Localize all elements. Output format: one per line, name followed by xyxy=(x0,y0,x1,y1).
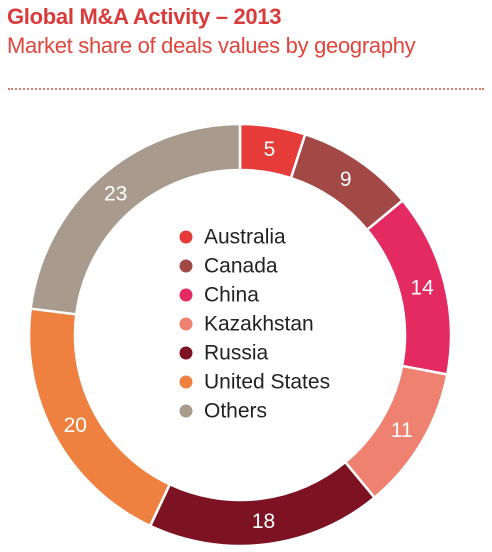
legend-marker-united-states xyxy=(179,375,193,389)
legend-marker-others xyxy=(179,404,193,418)
legend-label-russia: Russia xyxy=(204,342,269,365)
legend-marker-canada xyxy=(179,259,193,273)
title-divider xyxy=(8,88,484,90)
legend-label-canada: Canada xyxy=(204,255,278,278)
legend-label-kazakhstan: Kazakhstan xyxy=(204,313,314,336)
slice-label-china: 14 xyxy=(410,277,434,300)
slice-label-others: 23 xyxy=(104,182,127,205)
slice-china xyxy=(365,198,453,376)
slice-label-australia: 5 xyxy=(264,138,276,161)
donut-slices xyxy=(27,122,453,548)
legend-label-united-states: United States xyxy=(204,371,330,394)
slice-united-states xyxy=(27,307,172,528)
legend-marker-russia xyxy=(179,346,193,360)
legend-marker-kazakhstan xyxy=(179,317,193,331)
slice-russia xyxy=(148,460,377,548)
slice-label-russia: 18 xyxy=(252,510,275,533)
slice-label-canada: 9 xyxy=(340,168,352,191)
legend-marker-australia xyxy=(179,230,193,244)
slice-others xyxy=(29,122,242,316)
slice-label-kazakhstan: 11 xyxy=(391,419,413,442)
legend-marker-china xyxy=(179,288,193,302)
legend-label-australia: Australia xyxy=(204,226,286,249)
chart-legend: Australia Canada China Kazakhstan Russia Unit… xyxy=(179,226,330,423)
legend-label-others: Others xyxy=(204,400,267,423)
chart-subtitle: Market share of deals values by geograph… xyxy=(7,33,416,58)
slice-label-united-states: 20 xyxy=(64,414,87,437)
slice-value-labels: 5 9 14 11 18 20 23 xyxy=(64,138,435,533)
legend-label-china: China xyxy=(204,284,259,307)
chart-title: Global M&A Activity – 2013 xyxy=(7,4,282,29)
